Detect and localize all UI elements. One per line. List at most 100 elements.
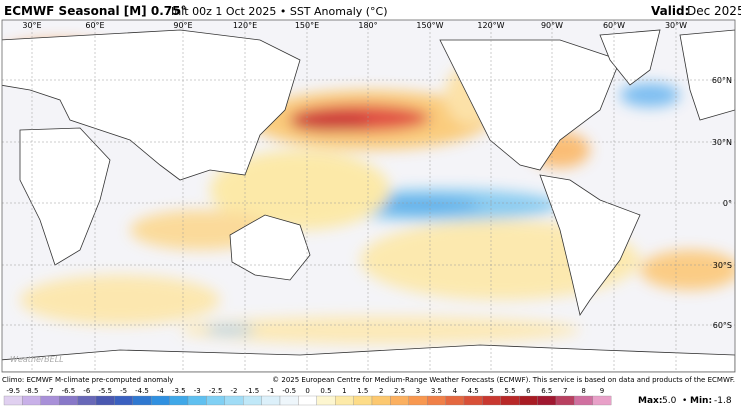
colorbar-label: 5 [489, 387, 493, 395]
latitude-label: 0° [723, 199, 732, 208]
colorbar-swatch [132, 395, 152, 406]
colorbar-label: 4 [453, 387, 458, 395]
max-label: Max: [638, 396, 662, 406]
longitude-label: 30°E [22, 21, 41, 30]
colorbar-label: 1.5 [357, 387, 368, 395]
longitude-label: 150°E [295, 21, 319, 30]
longitude-label: 150°W [416, 21, 443, 30]
colorbar-swatch [298, 395, 317, 406]
model-title: ECMWF Seasonal [M] 0.75° [4, 4, 186, 18]
colorbar-label: 0.5 [320, 387, 331, 395]
colorbar-swatch [353, 395, 373, 406]
colorbar-label: -5.5 [98, 387, 112, 395]
colorbar-label: 3.5 [431, 387, 442, 395]
colorbar-swatch [500, 395, 520, 406]
map [2, 20, 735, 372]
map-frame [1, 19, 736, 373]
separator: • [682, 396, 687, 406]
latitude-label: 30°N [712, 138, 732, 147]
colorbar-label: 6.5 [541, 387, 552, 395]
colorbar-label: -8.5 [25, 387, 39, 395]
colorbar-swatch [390, 395, 409, 406]
colorbar-swatch [279, 395, 299, 406]
longitude-label: 90°W [541, 21, 563, 30]
colorbar-label: -3 [194, 387, 201, 395]
longitude-label: 60°W [603, 21, 625, 30]
longitude-label: 90°E [173, 21, 192, 30]
colorbar-label: 4.5 [468, 387, 479, 395]
colorbar-swatch [206, 395, 225, 406]
min-value: -1.8 [714, 396, 732, 406]
longitude-label: 180° [358, 21, 377, 30]
colorbar-label: -2 [231, 387, 238, 395]
latitude-label: 60°S [713, 321, 732, 330]
colorbar-swatch [463, 395, 483, 406]
colorbar-label: 5.5 [504, 387, 515, 395]
longitude-label: 60°E [85, 21, 104, 30]
colorbar-swatch [574, 395, 593, 406]
colorbar-label: -6.5 [62, 387, 76, 395]
colorbar-swatch [77, 395, 97, 406]
latitude-label: 30°S [713, 261, 732, 270]
colorbar-label: -9.5 [6, 387, 20, 395]
copyright: © 2025 European Centre for Medium-Range … [272, 376, 735, 384]
init-text: Init 00z 1 Oct 2025 • SST Anomaly (°C) [171, 5, 388, 18]
colorbar-label: 3 [416, 387, 420, 395]
colorbar-label: 1 [342, 387, 346, 395]
colorbar-label: -6 [83, 387, 91, 395]
colorbar-swatch [3, 395, 23, 406]
colorbar-label: 6 [526, 387, 531, 395]
graticule [2, 20, 735, 372]
colorbar-label: -4 [157, 387, 165, 395]
colorbar-swatch [408, 395, 428, 406]
colorbar-label: 2 [379, 387, 383, 395]
colorbar-label: 9 [600, 387, 604, 395]
logo: WeatherBELL [10, 355, 64, 364]
colorbar-swatch [335, 395, 354, 406]
colorbar-swatch [151, 395, 170, 406]
max-value: 5.0 [662, 396, 677, 406]
colorbar-swatch [371, 395, 391, 406]
colorbar-swatch [537, 395, 557, 406]
colorbar-swatch [114, 395, 133, 406]
valid-label: Valid: [651, 4, 689, 18]
colorbar-swatch [40, 395, 60, 406]
colorbar-label: -4.5 [135, 387, 149, 395]
colorbar-swatch [95, 395, 115, 406]
colorbar-swatch [243, 395, 262, 406]
colorbar-swatch [169, 395, 189, 406]
colorbar-swatch [592, 395, 612, 406]
longitude-label: 120°W [477, 21, 504, 30]
climo-note: Climo: ECMWF M-climate pre-computed anom… [2, 376, 173, 384]
colorbar-label: 2.5 [394, 387, 405, 395]
colorbar-swatch [224, 395, 244, 406]
colorbar-swatch [316, 395, 336, 406]
min-label: Min: [690, 396, 712, 406]
colorbar-label: -5 [120, 387, 127, 395]
colorbar-label: 7 [563, 387, 567, 395]
colorbar-label: -0.5 [282, 387, 296, 395]
colorbar-label: -1 [267, 387, 274, 395]
colorbar-swatch [519, 395, 538, 406]
land [2, 29, 735, 372]
colorbar-swatch [427, 395, 446, 406]
colorbar-label: 0 [305, 387, 309, 395]
colorbar-swatch [482, 395, 501, 406]
colorbar-swatch [22, 395, 41, 406]
colorbar-label: -7 [47, 387, 54, 395]
colorbar-swatch [187, 395, 207, 406]
longitude-label: 30°W [665, 21, 687, 30]
header-bar [0, 0, 741, 20]
colorbar-label: -3.5 [172, 387, 186, 395]
valid-date: Dec 2025 [687, 4, 741, 18]
longitude-label: 120°E [233, 21, 257, 30]
latitude-label: 60°N [712, 76, 732, 85]
colorbar-swatch [261, 395, 281, 406]
colorbar-swatch [555, 395, 575, 406]
anomaly-field [2, 41, 735, 344]
colorbar-label: -2.5 [209, 387, 223, 395]
colorbar-label: 8 [581, 387, 585, 395]
colorbar-label: -1.5 [246, 387, 260, 395]
